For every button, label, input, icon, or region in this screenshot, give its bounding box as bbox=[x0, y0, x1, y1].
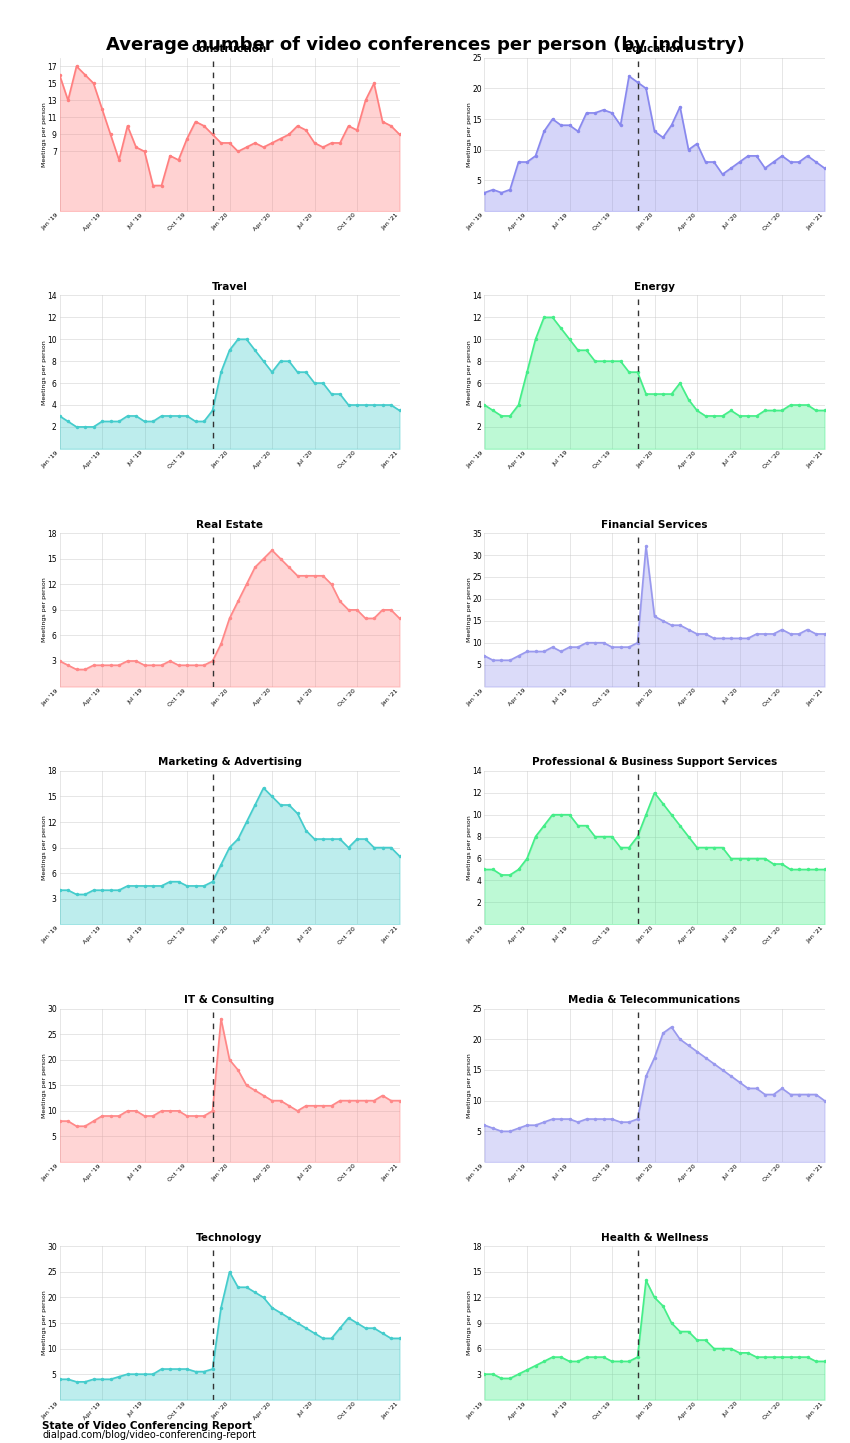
Title: IT & Consulting: IT & Consulting bbox=[184, 996, 275, 1006]
Y-axis label: Meetings per person: Meetings per person bbox=[467, 339, 472, 404]
Title: Education: Education bbox=[626, 45, 683, 55]
Title: Media & Telecommunications: Media & Telecommunications bbox=[569, 996, 740, 1006]
Y-axis label: Meetings per person: Meetings per person bbox=[42, 577, 47, 642]
Y-axis label: Meetings per person: Meetings per person bbox=[42, 102, 47, 167]
Title: Real Estate: Real Estate bbox=[196, 519, 263, 530]
Y-axis label: Meetings per person: Meetings per person bbox=[42, 1290, 47, 1355]
Y-axis label: Meetings per person: Meetings per person bbox=[42, 1053, 47, 1118]
Title: Health & Wellness: Health & Wellness bbox=[601, 1232, 708, 1242]
Text: dialpad.com/blog/video-conferencing-report: dialpad.com/blog/video-conferencing-repo… bbox=[42, 1430, 257, 1440]
Title: Professional & Business Support Services: Professional & Business Support Services bbox=[532, 758, 777, 768]
Title: Energy: Energy bbox=[634, 281, 675, 291]
Y-axis label: Meetings per person: Meetings per person bbox=[467, 815, 472, 880]
Y-axis label: Meetings per person: Meetings per person bbox=[467, 102, 472, 167]
Title: Technology: Technology bbox=[196, 1232, 263, 1242]
Y-axis label: Meetings per person: Meetings per person bbox=[42, 815, 47, 880]
Title: Travel: Travel bbox=[212, 281, 247, 291]
Title: Marketing & Advertising: Marketing & Advertising bbox=[157, 758, 302, 768]
Text: State of Video Conferencing Report: State of Video Conferencing Report bbox=[42, 1421, 252, 1431]
Y-axis label: Meetings per person: Meetings per person bbox=[42, 339, 47, 404]
Y-axis label: Meetings per person: Meetings per person bbox=[467, 577, 472, 642]
Y-axis label: Meetings per person: Meetings per person bbox=[467, 1290, 472, 1355]
Y-axis label: Meetings per person: Meetings per person bbox=[467, 1053, 472, 1118]
Title: Construction: Construction bbox=[192, 45, 267, 55]
Text: Average number of video conferences per person (by industry): Average number of video conferences per … bbox=[105, 36, 745, 53]
Title: Financial Services: Financial Services bbox=[601, 519, 708, 530]
